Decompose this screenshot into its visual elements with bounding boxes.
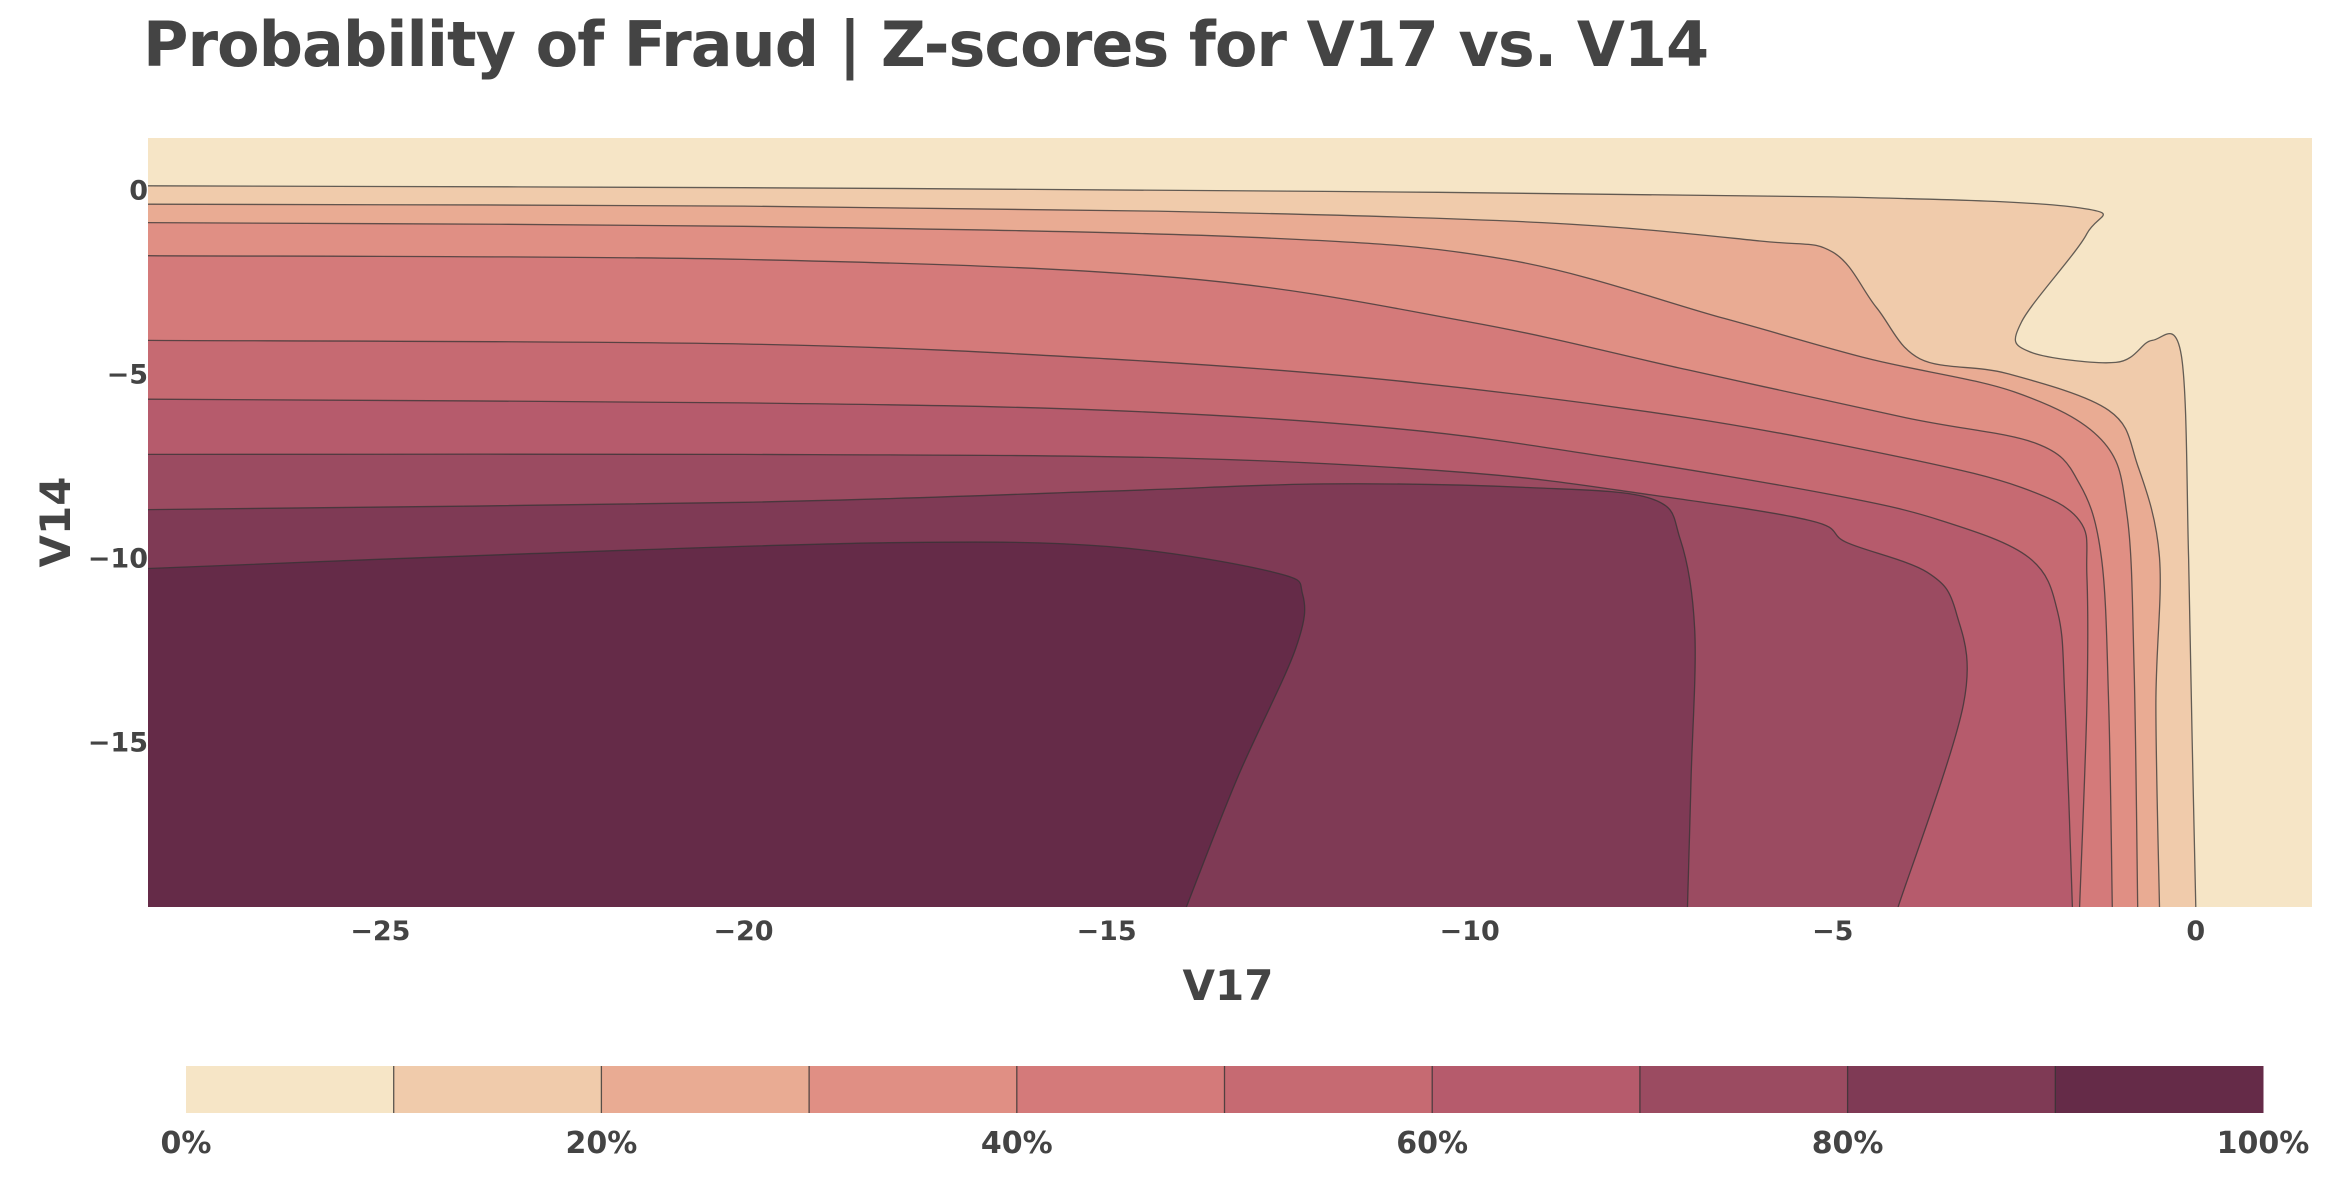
colorbar-swatch	[809, 1066, 1018, 1113]
colorbar-swatch	[393, 1066, 602, 1113]
colorbar-swatch	[601, 1066, 810, 1113]
colorbar-swatch	[1016, 1066, 1225, 1113]
x-tick-label: −20	[713, 916, 773, 947]
colorbar-tick-label: 20%	[565, 1126, 637, 1161]
y-axis-label: V14	[31, 477, 80, 568]
y-tick-label: −5	[107, 359, 148, 390]
colorbar-tick-label: 80%	[1812, 1126, 1884, 1161]
contour-line-70	[148, 453, 1968, 907]
x-tick-label: −10	[1440, 916, 1500, 947]
y-axis-ticks: 0 −5 −10 −15	[88, 176, 148, 759]
y-tick-label: −10	[88, 543, 148, 574]
colorbar-swatch	[2055, 1066, 2264, 1113]
contour-line-90	[148, 541, 1306, 907]
colorbar-tick-label: 60%	[1396, 1126, 1468, 1161]
plot-area	[148, 138, 2312, 907]
contour-line-80	[148, 483, 1696, 907]
colorbar-swatch	[1432, 1066, 1641, 1113]
x-tick-label: −25	[350, 916, 410, 947]
x-tick-label: −15	[1076, 916, 1136, 947]
contour-band-90	[148, 542, 1305, 907]
colorbar-swatch	[1847, 1066, 2056, 1113]
contour-line-30	[148, 221, 2139, 907]
x-tick-label: 0	[2186, 916, 2205, 947]
colorbar-tick-label: 0%	[161, 1126, 212, 1161]
x-tick-label: −5	[1812, 916, 1853, 947]
y-tick-label: 0	[129, 176, 148, 207]
y-tick-label: −15	[88, 727, 148, 758]
colorbar-tick-label: 40%	[981, 1126, 1053, 1161]
colorbar: 0% 20% 40% 60% 80% 100%	[161, 1066, 2310, 1161]
chart-title: Probability of Fraud | Z-scores for V17 …	[143, 8, 1709, 81]
colorbar-swatch	[186, 1066, 395, 1113]
contour-line-50	[148, 339, 2089, 907]
contour-line-20	[148, 203, 2161, 907]
colorbar-swatch	[1224, 1066, 1433, 1113]
contour-line-10	[148, 185, 2197, 907]
x-axis-ticks: −25 −20 −15 −10 −5 0	[350, 916, 2205, 947]
colorbar-swatch	[1639, 1066, 1849, 1113]
contour-line-40	[148, 255, 2113, 907]
contour-line-60	[148, 398, 2074, 907]
colorbar-tick-label: 100%	[2217, 1126, 2310, 1161]
x-axis-label: V17	[1183, 961, 1274, 1010]
